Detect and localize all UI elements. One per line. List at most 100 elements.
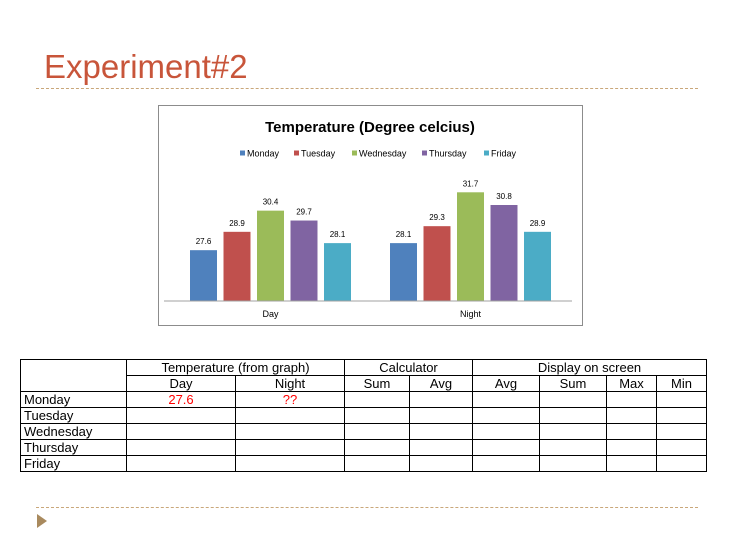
- slide-title: Experiment#2: [44, 48, 248, 85]
- legend-swatch-monday: [240, 150, 245, 156]
- bar-chart: Temperature (Degree celcius) Monday Tuesd…: [164, 119, 572, 319]
- table-row: Thursday: [20, 439, 707, 456]
- empty-cell: [409, 391, 473, 408]
- legend-label-tuesday: Tuesday: [301, 149, 336, 159]
- category-label-day: Day: [262, 309, 279, 319]
- empty-cell: [656, 423, 707, 440]
- empty-cell: [539, 439, 607, 456]
- col-header-day: Day: [126, 375, 236, 392]
- empty-cell: [606, 423, 657, 440]
- empty-cell: [606, 391, 657, 408]
- bar-night-thursday: [490, 205, 518, 301]
- empty-cell: [472, 391, 540, 408]
- col-header-display-sum: Sum: [539, 375, 607, 392]
- day-cell: [126, 423, 236, 440]
- legend-swatch-wednesday: [352, 150, 357, 156]
- day-cell: [126, 455, 236, 472]
- empty-corner-cell: [20, 359, 127, 392]
- table-row: Friday: [20, 455, 707, 472]
- empty-cell: [656, 391, 707, 408]
- col-header-calc-sum: Sum: [344, 375, 410, 392]
- empty-cell: [409, 455, 473, 472]
- row-label: Wednesday: [20, 423, 127, 440]
- row-label: Tuesday: [20, 407, 127, 424]
- bar-day-tuesday: [223, 231, 251, 301]
- col-header-display-min: Min: [656, 375, 707, 392]
- bar-day-thursday: [290, 220, 318, 301]
- data-label-night-thursday: 30.8: [496, 192, 512, 201]
- legend-swatch-thursday: [422, 150, 427, 156]
- chart-legend: Monday Tuesday Wednesday Thursday Friday: [240, 149, 517, 159]
- row-label: Monday: [20, 391, 127, 408]
- chart-title: Temperature (Degree celcius): [265, 119, 475, 136]
- empty-cell: [539, 391, 607, 408]
- night-cell: [235, 439, 345, 456]
- bar-night-tuesday: [423, 226, 451, 301]
- col-header-night: Night: [235, 375, 345, 392]
- data-label-day-tuesday: 28.9: [229, 219, 245, 228]
- empty-cell: [344, 391, 410, 408]
- empty-cell: [472, 439, 540, 456]
- data-label-day-thursday: 29.7: [296, 208, 312, 217]
- col-header-display-max: Max: [606, 375, 657, 392]
- empty-cell: [539, 407, 607, 424]
- display-group-header: Display on screen: [472, 359, 707, 376]
- legend-label-wednesday: Wednesday: [359, 149, 407, 159]
- empty-cell: [606, 455, 657, 472]
- data-label-night-wednesday: 31.7: [463, 179, 479, 188]
- day-cell: [126, 407, 236, 424]
- empty-cell: [409, 423, 473, 440]
- legend-swatch-friday: [484, 150, 489, 156]
- row-label: Friday: [20, 455, 127, 472]
- category-label-night: Night: [460, 309, 482, 319]
- data-label-day-monday: 27.6: [196, 237, 212, 246]
- day-cell: [126, 439, 236, 456]
- empty-cell: [656, 455, 707, 472]
- empty-cell: [344, 423, 410, 440]
- empty-cell: [656, 439, 707, 456]
- empty-cell: [472, 455, 540, 472]
- bullet-arrow-icon: [37, 514, 47, 528]
- day-cell: 27.6: [126, 391, 236, 408]
- legend-label-monday: Monday: [247, 149, 280, 159]
- empty-cell: [539, 423, 607, 440]
- results-table: Temperature (from graph) Calculator Disp…: [20, 359, 707, 472]
- empty-cell: [539, 455, 607, 472]
- bar-day-friday: [324, 243, 351, 301]
- empty-cell: [472, 423, 540, 440]
- night-cell: [235, 407, 345, 424]
- empty-cell: [344, 407, 410, 424]
- empty-cell: [344, 455, 410, 472]
- empty-cell: [606, 439, 657, 456]
- legend-swatch-tuesday: [294, 150, 299, 156]
- data-label-night-monday: 28.1: [396, 230, 412, 239]
- empty-cell: [606, 407, 657, 424]
- category-labels: Day Night: [262, 309, 481, 319]
- bar-day-wednesday: [257, 210, 284, 301]
- bottom-divider: [36, 507, 698, 508]
- night-cell: [235, 423, 345, 440]
- col-header-calc-avg: Avg: [409, 375, 473, 392]
- data-label-day-wednesday: 30.4: [263, 198, 279, 207]
- data-label-night-friday: 28.9: [530, 219, 546, 228]
- table-row: Wednesday: [20, 423, 707, 440]
- temperature-group-header: Temperature (from graph): [126, 359, 345, 376]
- bar-night-monday: [390, 243, 417, 301]
- empty-cell: [344, 439, 410, 456]
- empty-cell: [409, 407, 473, 424]
- empty-cell: [472, 407, 540, 424]
- table-group-header-row: Temperature (from graph) Calculator Disp…: [20, 359, 707, 392]
- chart-bars: 27.6 28.9 30.4 29.7 28.1 28.1 29.3 31.7 30.8 28.9: [190, 179, 551, 301]
- legend-label-friday: Friday: [491, 149, 517, 159]
- table-row: Tuesday: [20, 407, 707, 424]
- row-label: Thursday: [20, 439, 127, 456]
- col-header-display-avg: Avg: [472, 375, 540, 392]
- night-cell: ??: [235, 391, 345, 408]
- bar-night-wednesday: [457, 192, 484, 301]
- empty-cell: [656, 407, 707, 424]
- empty-cell: [409, 439, 473, 456]
- legend-label-thursday: Thursday: [429, 149, 467, 159]
- top-divider: [36, 88, 698, 89]
- data-label-night-tuesday: 29.3: [429, 213, 445, 222]
- night-cell: [235, 455, 345, 472]
